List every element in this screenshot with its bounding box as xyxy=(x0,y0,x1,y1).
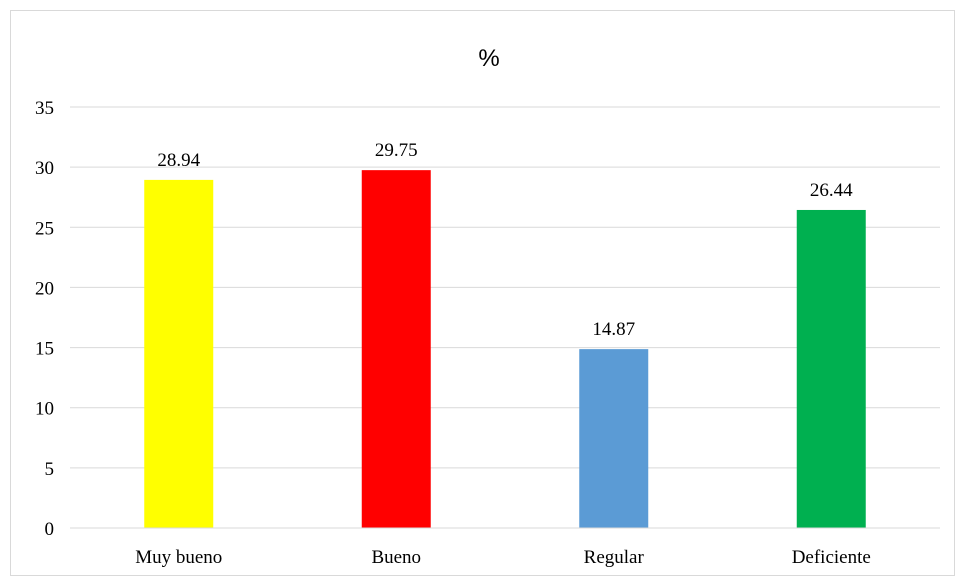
bar xyxy=(361,170,431,528)
data-labels: 28.94 29.75 14.87 26.44 xyxy=(157,140,853,340)
data-label: 28.94 xyxy=(157,150,200,171)
y-tick-label: 5 xyxy=(45,459,55,480)
y-tick-label: 20 xyxy=(35,278,54,299)
y-tick-label: 35 xyxy=(35,98,54,119)
x-tick-label: Regular xyxy=(584,547,645,568)
bar xyxy=(144,179,214,529)
bar xyxy=(579,349,649,528)
bar xyxy=(796,209,866,528)
y-tick-label: 30 xyxy=(35,158,54,179)
y-tick-label: 25 xyxy=(35,218,54,239)
data-label: 26.44 xyxy=(810,180,853,201)
x-axis-labels: Muy bueno Bueno Regular Deficiente xyxy=(135,547,871,568)
bars xyxy=(144,170,866,529)
y-tick-label: 0 xyxy=(45,519,55,540)
x-tick-label: Muy bueno xyxy=(135,547,222,568)
chart-title: % xyxy=(478,45,499,72)
y-tick-label: 10 xyxy=(35,399,54,420)
data-label: 29.75 xyxy=(375,140,418,161)
gridlines xyxy=(70,106,940,469)
y-axis-ticks: 0 5 10 15 20 25 30 35 xyxy=(35,98,54,540)
x-tick-label: Deficiente xyxy=(792,547,871,568)
y-tick-label: 15 xyxy=(35,339,54,360)
x-tick-label: Bueno xyxy=(371,547,421,568)
data-label: 14.87 xyxy=(592,319,635,340)
